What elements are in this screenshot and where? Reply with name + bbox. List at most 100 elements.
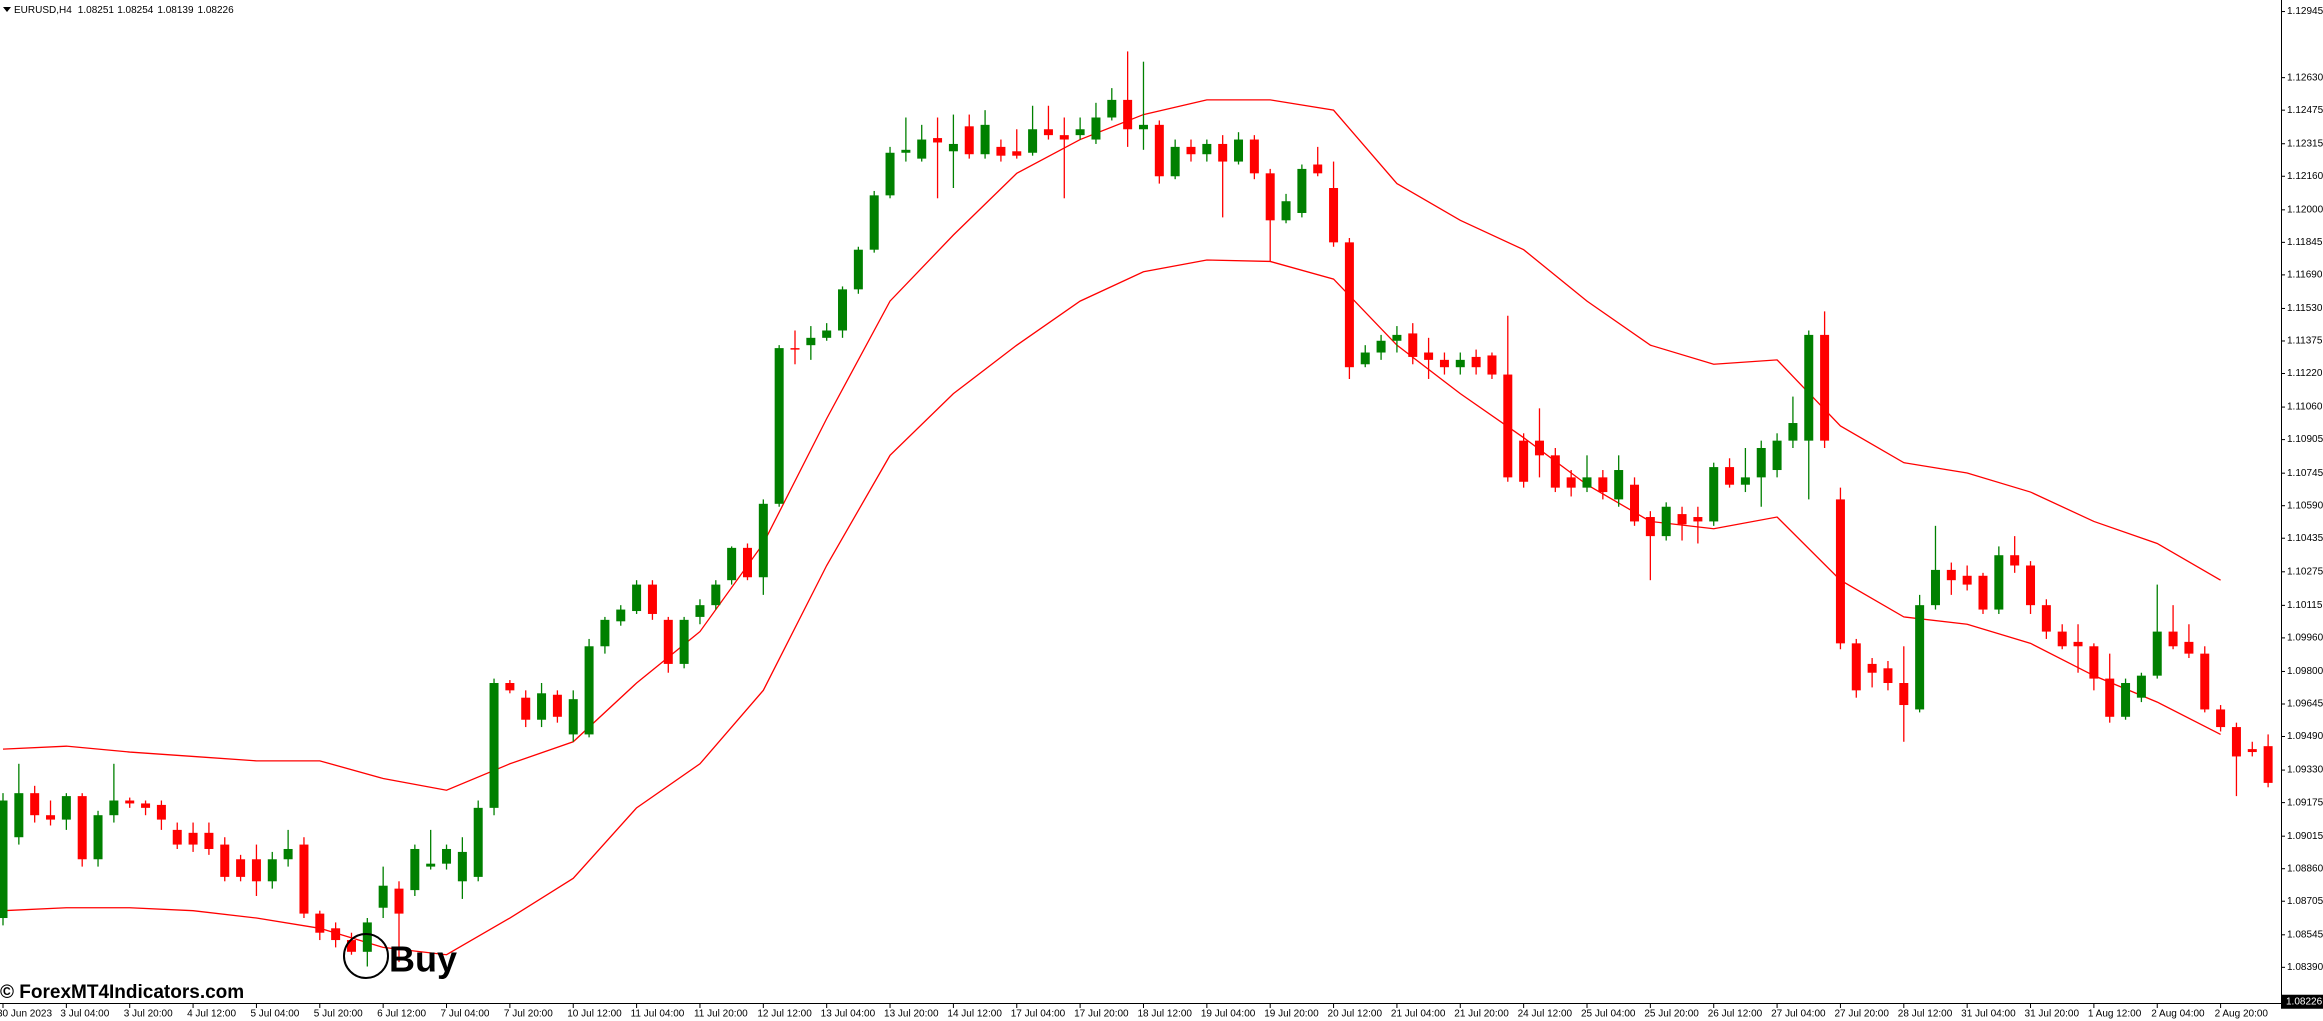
candle-body — [1170, 146, 1180, 177]
candle-body — [1835, 499, 1845, 644]
candle-body — [1439, 359, 1449, 368]
x-tick-label: 18 Jul 12:00 — [1137, 1009, 1192, 1020]
candle-body — [489, 683, 499, 808]
x-tick-label: 13 Jul 20:00 — [884, 1009, 939, 1020]
candle-body — [1265, 173, 1275, 221]
candle-body — [220, 844, 230, 877]
candle-body — [964, 126, 974, 155]
candle-body — [521, 697, 531, 720]
candle-body — [2216, 709, 2226, 728]
candle-body — [1012, 151, 1022, 156]
candle-body — [109, 800, 119, 816]
candle-body — [1614, 470, 1624, 500]
y-tick-label: 1.12945 — [2287, 6, 2323, 17]
y-tick-label: 1.12160 — [2287, 171, 2323, 182]
y-tick-label: 1.10275 — [2287, 566, 2323, 577]
candle-body — [1154, 124, 1164, 177]
candle-body — [1804, 334, 1814, 441]
x-tick-label: 4 Jul 12:00 — [187, 1009, 236, 1020]
candle-body — [394, 888, 404, 914]
candle-body — [156, 804, 166, 820]
x-tick-label: 3 Jul 04:00 — [60, 1009, 109, 1020]
candle-body — [1915, 605, 1925, 710]
x-tick-label: 31 Jul 20:00 — [2025, 1009, 2080, 1020]
candle-body — [663, 619, 673, 664]
candle-body — [1376, 340, 1386, 353]
candle-body — [0, 800, 8, 919]
candle-body — [711, 584, 721, 606]
x-tick-label: 3 Jul 20:00 — [124, 1009, 173, 1020]
x-tick-label: 31 Jul 04:00 — [1961, 1009, 2016, 1020]
x-tick-label: 10 Jul 12:00 — [567, 1009, 622, 1020]
x-tick-label: 6 Jul 12:00 — [377, 1009, 426, 1020]
x-tick-label: 30 Jun 2023 — [0, 1009, 52, 1020]
candle-body — [1820, 334, 1830, 441]
candle-body — [2136, 675, 2146, 698]
candle-body — [1519, 440, 1529, 482]
candle-body — [1598, 477, 1608, 493]
candle-body — [1677, 514, 1687, 525]
x-tick-label: 5 Jul 20:00 — [314, 1009, 363, 1020]
bands — [2, 99, 2221, 956]
candle-body — [2010, 555, 2020, 566]
x-tick-label: 27 Jul 04:00 — [1771, 1009, 1826, 1020]
candle-body — [2105, 678, 2115, 717]
x-tick-label: 17 Jul 20:00 — [1074, 1009, 1129, 1020]
close: 1.08226 — [198, 5, 235, 16]
x-tick-label: 2 Aug 20:00 — [2215, 1009, 2269, 1020]
candle-body — [869, 195, 879, 250]
candle-body — [1424, 352, 1434, 360]
x-tick-label: 14 Jul 12:00 — [947, 1009, 1002, 1020]
candle-body — [806, 337, 816, 346]
candle-body — [204, 832, 214, 849]
candle-body — [695, 605, 705, 617]
y-tick-label: 1.11530 — [2287, 303, 2323, 314]
candle-body — [14, 793, 24, 838]
open: 1.08251 — [78, 5, 115, 16]
x-tick-label: 17 Jul 04:00 — [1011, 1009, 1066, 1020]
x-tick-label: 26 Jul 12:00 — [1708, 1009, 1763, 1020]
candle-body — [917, 139, 927, 159]
candle-body — [2168, 631, 2178, 647]
candle-body — [1408, 333, 1418, 357]
candle-body — [457, 851, 467, 882]
candle-body — [1534, 440, 1544, 456]
high: 1.08254 — [117, 5, 154, 16]
candle-body — [299, 844, 309, 914]
x-tick-label: 27 Jul 20:00 — [1834, 1009, 1889, 1020]
candle-body — [1028, 129, 1038, 153]
menu-triangle[interactable] — [3, 7, 11, 12]
y-tick-label: 1.12475 — [2287, 105, 2323, 116]
x-tick-label: 28 Jul 12:00 — [1898, 1009, 1953, 1020]
candle-body — [1455, 359, 1465, 368]
candle-body — [2247, 749, 2257, 753]
candle-body — [790, 348, 800, 350]
y-tick-label: 1.12000 — [2287, 204, 2323, 215]
candle-body — [1249, 139, 1259, 174]
candle-body — [2089, 646, 2099, 679]
y-tick-label: 1.09015 — [2287, 831, 2323, 842]
x-tick-label: 25 Jul 04:00 — [1581, 1009, 1636, 1020]
candle-body — [584, 646, 594, 735]
candle-body — [473, 807, 483, 877]
y-tick-label: 1.11220 — [2287, 368, 2323, 379]
low: 1.08139 — [157, 5, 194, 16]
candle-body — [2073, 641, 2083, 647]
candle-body — [378, 885, 388, 908]
candle-body — [758, 503, 768, 578]
x-tick-label: 25 Jul 20:00 — [1644, 1009, 1699, 1020]
candle-body — [1138, 124, 1148, 130]
candle-body — [1503, 374, 1513, 478]
candle-body — [742, 547, 752, 578]
candle-body — [1075, 129, 1085, 136]
candle-body — [1043, 129, 1053, 136]
candle-body — [853, 249, 863, 290]
candle-body — [980, 124, 990, 155]
candle-body — [251, 859, 261, 882]
candle-body — [125, 800, 135, 804]
annotation: Buy — [389, 939, 457, 980]
candle-body — [362, 922, 372, 952]
y-tick-label: 1.12315 — [2287, 138, 2323, 149]
price-tag-label: 1.08226 — [2286, 996, 2323, 1007]
